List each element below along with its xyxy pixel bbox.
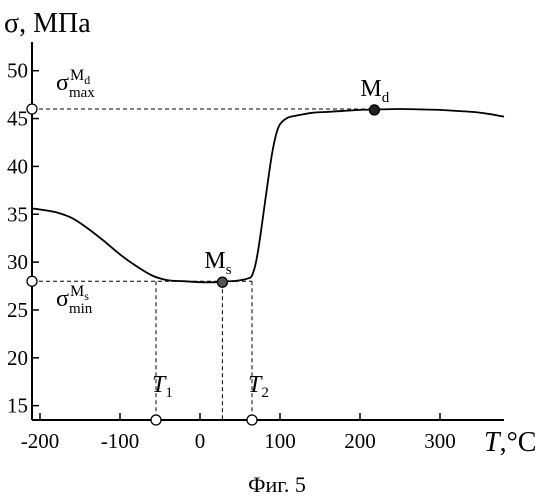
axes [32,42,504,420]
ticks: 15 20 25 30 35 40 45 50 -200 -100 0 100 200 300 [7,59,456,453]
x-tick-label: 300 [424,429,456,453]
y-axis-title: σ, МПа [4,8,91,39]
y-tick-label: 15 [7,394,28,418]
stress-curve [32,109,504,282]
point-label-md: Md [360,76,389,106]
x-tick-label: 200 [344,429,376,453]
figure-caption: Фиг. 5 [248,472,306,497]
x-axis-title-unit: ,°C [500,427,537,458]
markers [27,104,379,425]
point-label-ms-main: M [204,248,225,274]
x-axis-title: T,°C [484,427,536,458]
y-tick-label: 20 [7,346,28,370]
y-tick-label: 35 [7,202,28,226]
point-label-md-sub: d [382,90,390,106]
temp-axis-marker-t2 [247,415,257,425]
temp-axis-marker-t1 [151,415,161,425]
y-tick-label: 25 [7,298,28,322]
sigma-min-label-sup-main: M [70,283,84,300]
point-label-md-main: M [360,76,381,102]
sigma-min-label-sup: Ms [70,283,89,303]
temp-label-sub: 2 [261,385,269,401]
y-tick-label: 45 [7,107,28,131]
temp-label-t1: T1 [152,372,173,401]
annotations: MsMdT1T2σmaxMdσminMs [56,67,390,401]
sigma-max-axis-marker [27,104,37,114]
sigma-max-label-sub: max [69,85,95,101]
sigma-min-axis-marker [27,276,37,286]
x-tick-label: -200 [21,429,60,453]
x-tick-label: 0 [195,429,206,453]
x-tick-label: -100 [101,429,140,453]
point-label-ms: Ms [204,248,231,278]
sigma-min-label-sub: min [69,301,93,317]
sigma-max-label-sup: Md [70,67,90,87]
sigma-max-label-sup-main: M [70,67,84,84]
point-label-ms-sub: s [226,262,232,278]
temp-label-t2: T2 [248,372,269,401]
point-md [369,105,379,115]
sigma-max-label-sigma: σ [56,70,69,96]
sigma-min-label-sigma: σ [56,286,69,312]
y-tick-label: 40 [7,154,28,178]
y-tick-label: 30 [7,250,28,274]
y-tick-label: 50 [7,59,28,83]
sigma-max-label-sup-sub: d [84,73,90,87]
temp-label-sub: 1 [165,385,173,401]
sigma-min-label-sup-sub: s [84,289,89,303]
reference-lines [32,109,374,420]
point-ms [217,277,227,287]
stress-curve-group [32,109,504,282]
x-tick-label: 100 [264,429,296,453]
